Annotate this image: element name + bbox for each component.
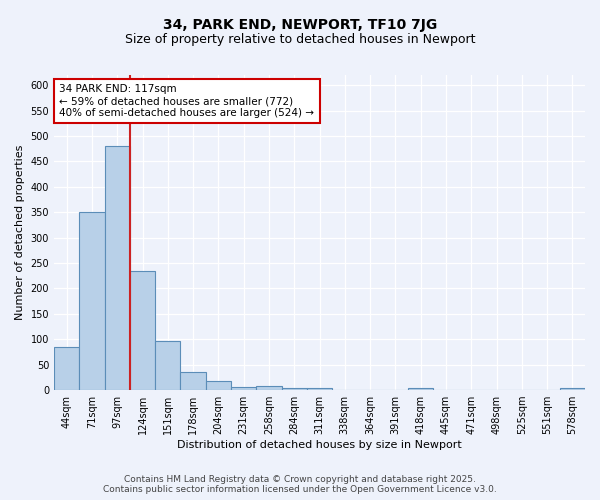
Text: Size of property relative to detached houses in Newport: Size of property relative to detached ho… (125, 32, 475, 46)
Text: 34, PARK END, NEWPORT, TF10 7JG: 34, PARK END, NEWPORT, TF10 7JG (163, 18, 437, 32)
Bar (79, 212, 104, 390)
Bar (130, 270, 155, 390)
Bar (560, 388, 585, 390)
Bar (281, 388, 307, 390)
Text: Contains HM Land Registry data © Crown copyright and database right 2025.: Contains HM Land Registry data © Crown c… (124, 475, 476, 484)
Bar (206, 381, 231, 390)
Bar (104, 146, 130, 390)
Bar (408, 388, 433, 390)
Bar (181, 372, 206, 390)
Text: 34 PARK END: 117sqm
← 59% of detached houses are smaller (772)
40% of semi-detac: 34 PARK END: 117sqm ← 59% of detached ho… (59, 84, 314, 117)
X-axis label: Distribution of detached houses by size in Newport: Distribution of detached houses by size … (177, 440, 462, 450)
Bar (54, 347, 79, 390)
Bar (155, 341, 181, 390)
Text: Contains public sector information licensed under the Open Government Licence v3: Contains public sector information licen… (103, 485, 497, 494)
Bar (307, 388, 332, 390)
Bar (231, 386, 256, 390)
Bar (256, 386, 281, 390)
Y-axis label: Number of detached properties: Number of detached properties (15, 145, 25, 320)
